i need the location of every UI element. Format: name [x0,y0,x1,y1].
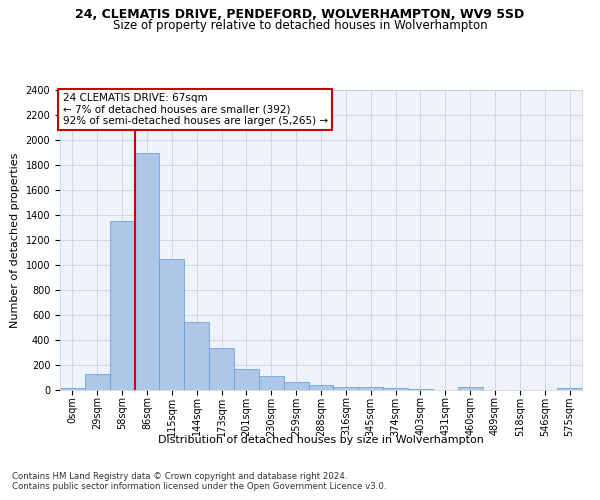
Bar [458,387,482,390]
Bar [160,260,184,390]
Bar [284,382,308,390]
Text: Distribution of detached houses by size in Wolverhampton: Distribution of detached houses by size … [158,435,484,445]
Bar [358,387,383,390]
Text: Size of property relative to detached houses in Wolverhampton: Size of property relative to detached ho… [113,18,487,32]
Bar [308,385,334,390]
Bar [209,348,234,390]
Text: 24, CLEMATIS DRIVE, PENDEFORD, WOLVERHAMPTON, WV9 5SD: 24, CLEMATIS DRIVE, PENDEFORD, WOLVERHAM… [76,8,524,20]
Bar [259,376,284,390]
Bar [110,221,134,390]
Y-axis label: Number of detached properties: Number of detached properties [10,152,20,328]
Bar [134,152,160,390]
Bar [85,374,110,390]
Bar [557,388,582,390]
Bar [334,386,358,390]
Text: Contains public sector information licensed under the Open Government Licence v3: Contains public sector information licen… [12,482,386,491]
Bar [234,370,259,390]
Bar [60,388,85,390]
Bar [184,322,209,390]
Bar [383,388,408,390]
Text: Contains HM Land Registry data © Crown copyright and database right 2024.: Contains HM Land Registry data © Crown c… [12,472,347,481]
Text: 24 CLEMATIS DRIVE: 67sqm
← 7% of detached houses are smaller (392)
92% of semi-d: 24 CLEMATIS DRIVE: 67sqm ← 7% of detache… [62,93,328,126]
